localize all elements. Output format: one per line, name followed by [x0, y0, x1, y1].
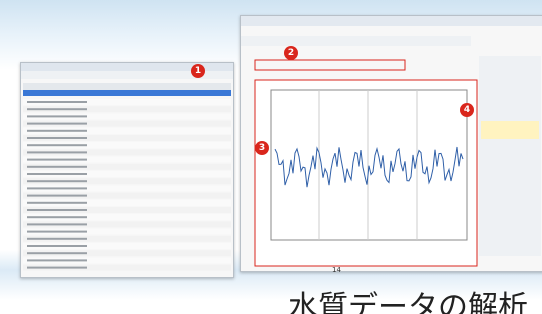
row-text — [27, 144, 87, 146]
row-text — [27, 187, 87, 189]
row-text — [27, 238, 87, 240]
heading: 水質データの解析 — [288, 282, 528, 314]
row-text — [27, 252, 87, 254]
page-number: 14 — [332, 266, 341, 274]
row-text — [27, 245, 87, 247]
row-text — [27, 209, 87, 211]
row-text — [27, 231, 87, 233]
row-text — [27, 159, 87, 161]
left-screenshot — [20, 62, 234, 278]
row-text — [27, 166, 87, 168]
row-text — [27, 202, 87, 204]
badge: 1 — [191, 64, 205, 78]
badge: 2 — [284, 46, 298, 60]
row-text — [27, 115, 87, 117]
row-text — [27, 108, 87, 110]
row-text — [27, 151, 87, 153]
table-screenshot — [21, 63, 233, 277]
row-text — [27, 216, 87, 218]
row-text — [27, 130, 87, 132]
row-text — [27, 101, 87, 103]
badge: 4 — [460, 103, 474, 117]
row-text — [27, 137, 87, 139]
row-text — [27, 195, 87, 197]
row-text — [27, 173, 87, 175]
row-text — [27, 123, 87, 125]
row-text — [27, 180, 87, 182]
row-text — [27, 223, 87, 225]
row-text — [27, 259, 87, 261]
row-text — [27, 267, 87, 269]
badge: 3 — [255, 141, 269, 155]
page: 1 2 3 4 14 水質データの解析 — [0, 0, 542, 314]
